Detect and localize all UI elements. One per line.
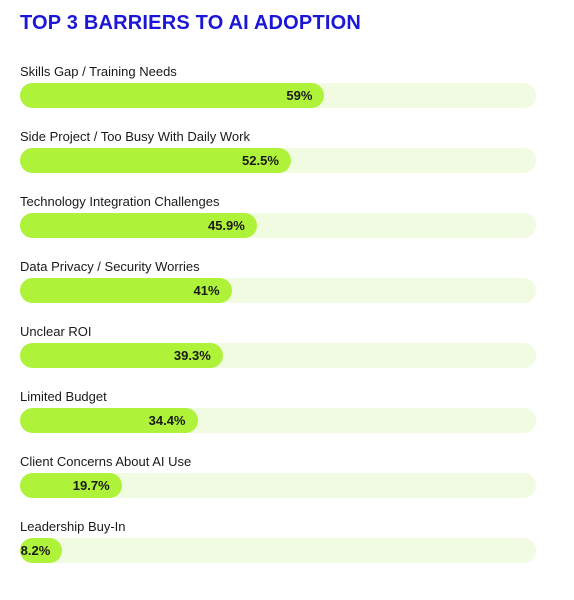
bar: 59% bbox=[20, 83, 325, 108]
category-label: Client Concerns About AI Use bbox=[20, 454, 192, 469]
bar: 8.2% bbox=[20, 538, 63, 563]
value-label: 52.5% bbox=[242, 153, 279, 168]
category-label: Limited Budget bbox=[20, 389, 107, 404]
bar-row: Skills Gap / Training Needs 59% bbox=[20, 64, 536, 129]
chart-title: TOP 3 BARRIERS TO AI ADOPTION bbox=[20, 12, 362, 34]
category-label: Leadership Buy-In bbox=[20, 519, 126, 534]
bar-track: 39.3% bbox=[20, 343, 536, 368]
bar: 39.3% bbox=[20, 343, 223, 368]
category-label: Data Privacy / Security Worries bbox=[20, 259, 200, 274]
bar: 19.7% bbox=[20, 473, 122, 498]
bar-track: 34.4% bbox=[20, 408, 536, 433]
bar-row: Technology Integration Challenges 45.9% bbox=[20, 194, 536, 259]
value-label: 8.2% bbox=[20, 543, 51, 558]
category-label: Side Project / Too Busy With Daily Work bbox=[20, 129, 250, 144]
category-label: Skills Gap / Training Needs bbox=[20, 64, 177, 79]
bar: 41% bbox=[20, 278, 232, 303]
bar-row: Client Concerns About AI Use 19.7% bbox=[20, 454, 536, 519]
bar-track: 19.7% bbox=[20, 473, 536, 498]
bar-list: Skills Gap / Training Needs 59% Side Pro… bbox=[20, 64, 536, 584]
value-label: 41% bbox=[193, 283, 220, 298]
bar: 52.5% bbox=[20, 148, 291, 173]
bar-row: Side Project / Too Busy With Daily Work … bbox=[20, 129, 536, 194]
value-label: 45.9% bbox=[207, 218, 245, 233]
category-label: Unclear ROI bbox=[20, 324, 92, 339]
category-label: Technology Integration Challenges bbox=[20, 194, 220, 209]
bar-track: 59% bbox=[20, 83, 536, 108]
value-label: 19.7% bbox=[72, 478, 110, 493]
bar-row: Limited Budget 34.4% bbox=[20, 389, 536, 454]
bar-track: 52.5% bbox=[20, 148, 536, 173]
bar-track: 45.9% bbox=[20, 213, 536, 238]
bar-row: Leadership Buy-In 8.2% bbox=[20, 519, 536, 584]
value-label: 39.3% bbox=[173, 348, 211, 363]
bar: 45.9% bbox=[20, 213, 257, 238]
bar-track: 41% bbox=[20, 278, 536, 303]
value-label: 34.4% bbox=[148, 413, 186, 428]
bar-track: 8.2% bbox=[20, 538, 536, 563]
bar-row: Unclear ROI 39.3% bbox=[20, 324, 536, 389]
value-label: 59% bbox=[286, 88, 313, 103]
bar: 34.4% bbox=[20, 408, 198, 433]
bar-row: Data Privacy / Security Worries 41% bbox=[20, 259, 536, 324]
